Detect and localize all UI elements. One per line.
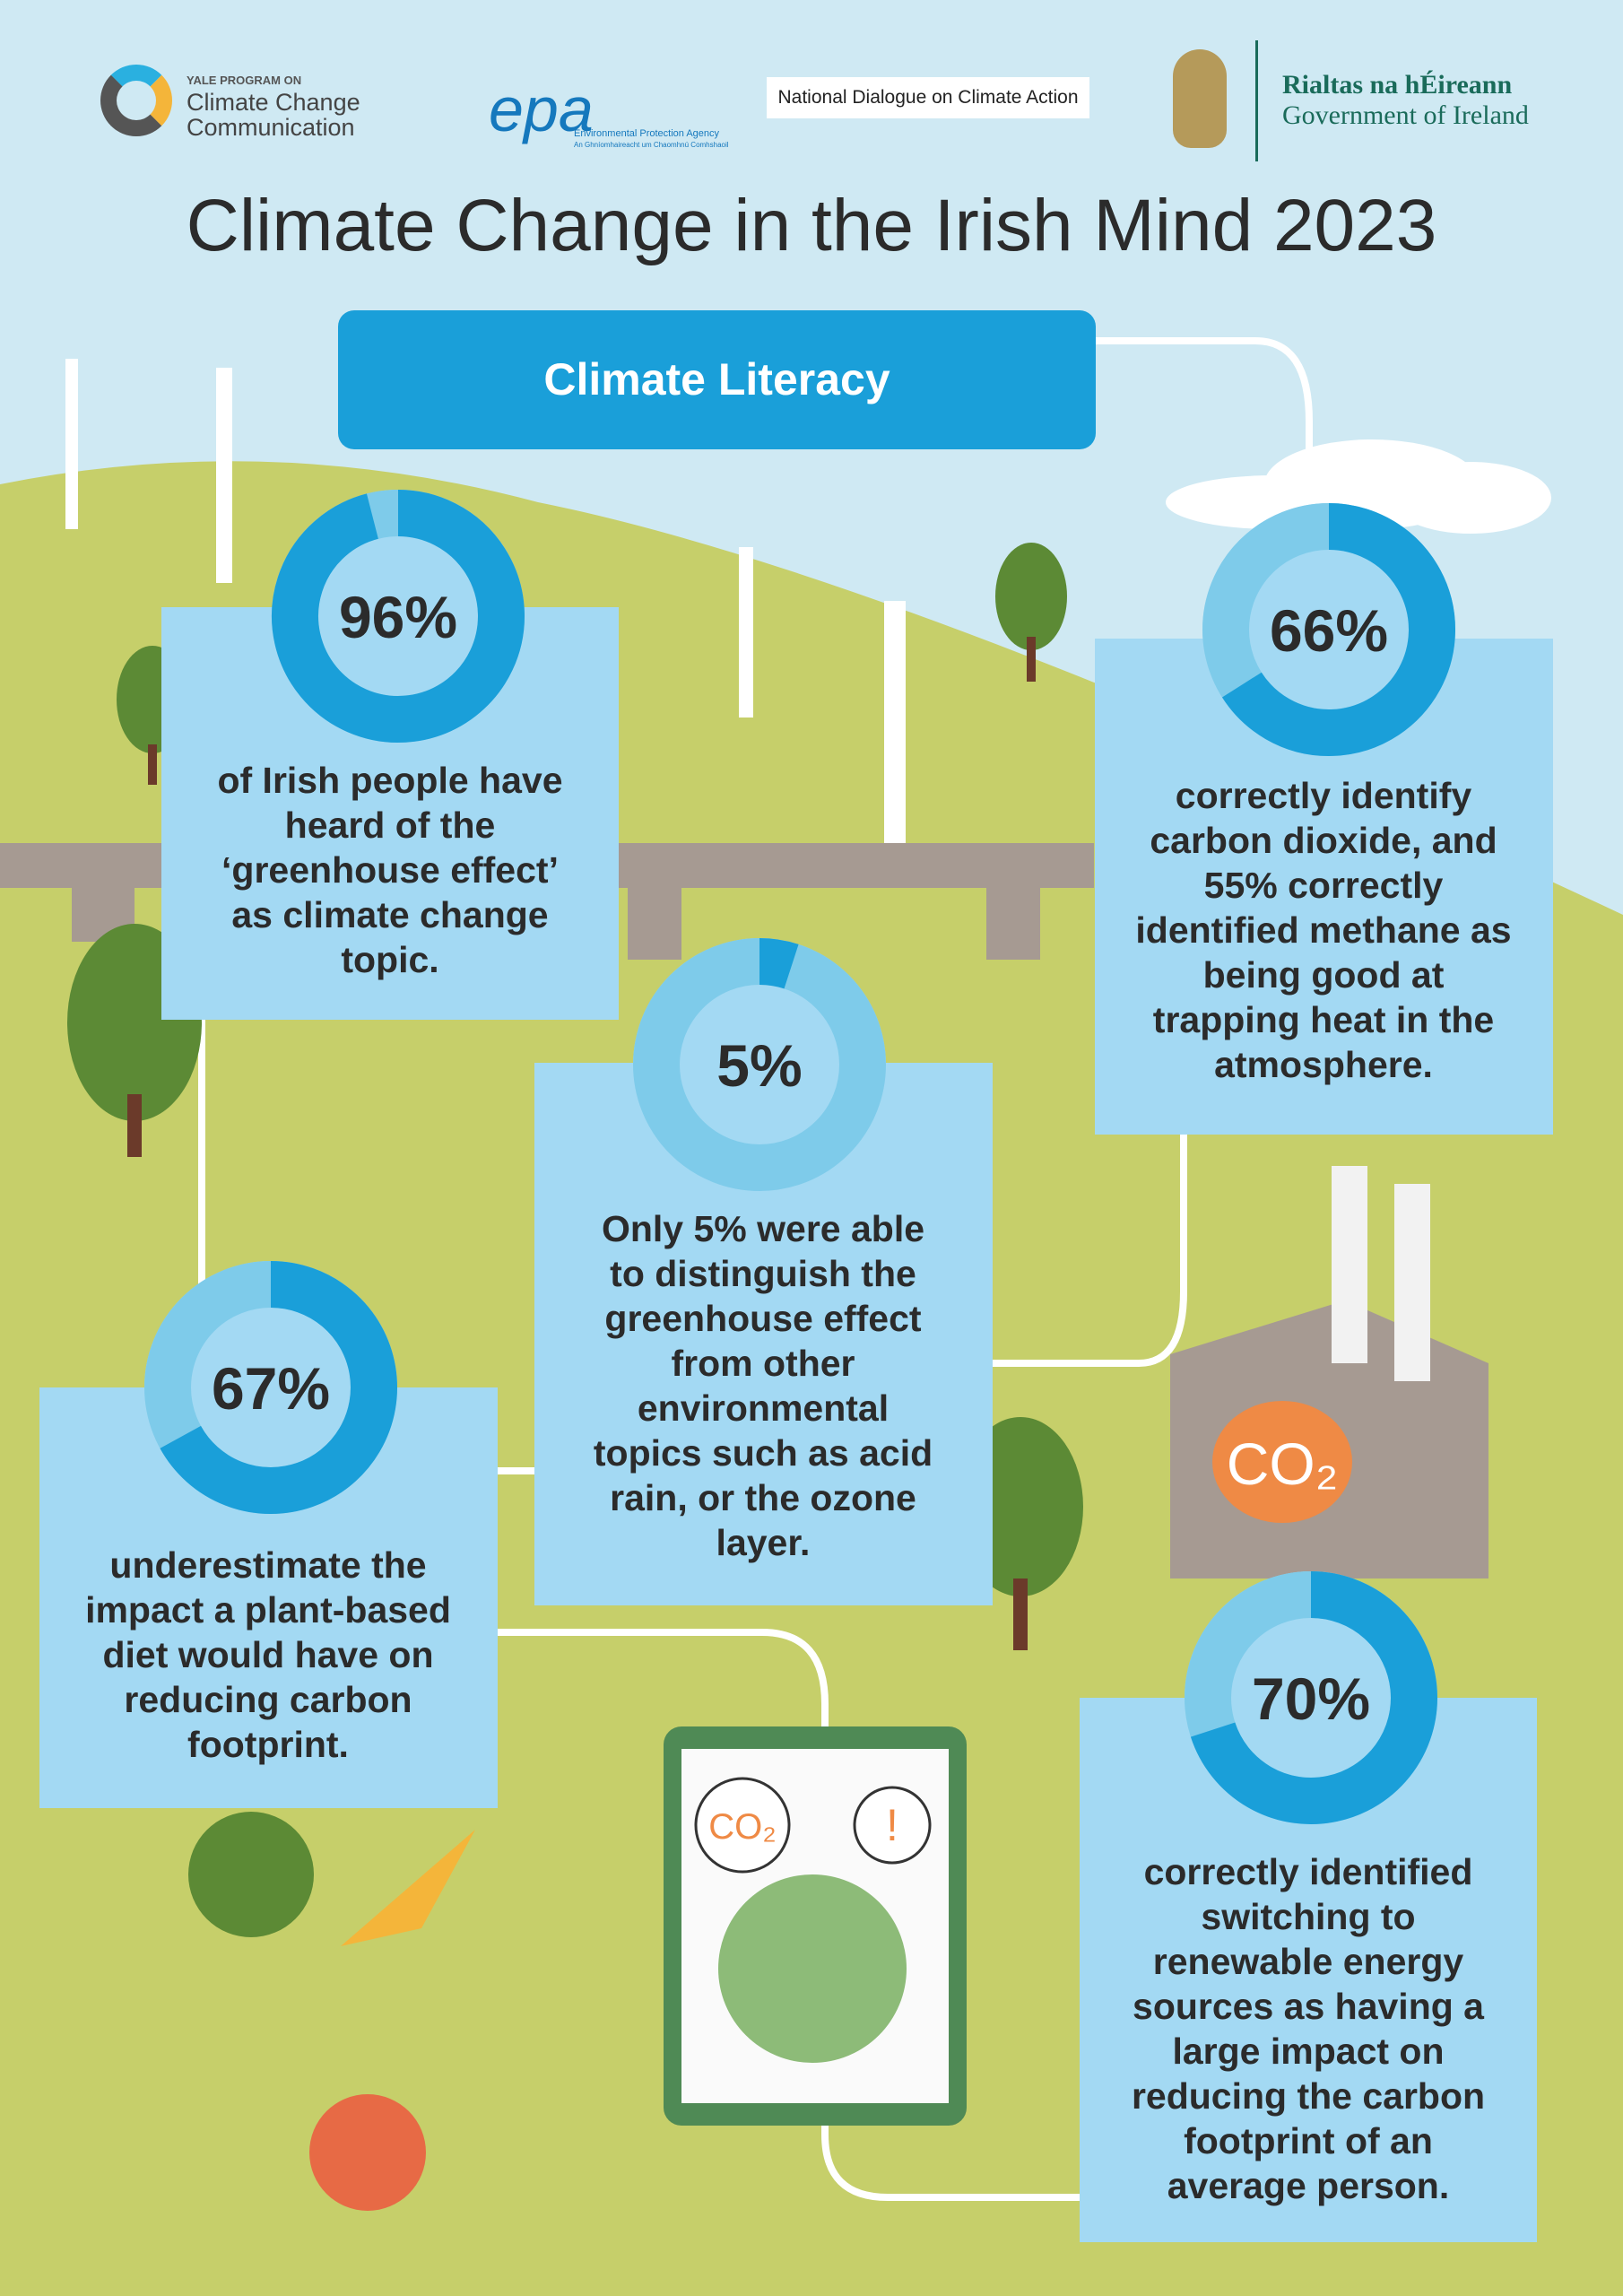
stat-value: 70% [1252, 1665, 1370, 1732]
wind-turbines [65, 359, 906, 843]
logo-text: epa [489, 74, 594, 144]
vegetables [188, 1812, 475, 2211]
section-title: Climate Literacy [338, 310, 1096, 449]
stat-text: underestimate the impact a plant-based d… [85, 1544, 451, 1765]
logo-text: YALE PROGRAM ON [187, 74, 302, 87]
harp-logo [1173, 49, 1227, 148]
stat-text: correctly identify carbon dioxide, and 5… [1135, 775, 1512, 1085]
alert-label: ! [886, 1800, 898, 1850]
co2-label: CO₂ [708, 1807, 777, 1847]
stat-value: 66% [1270, 597, 1388, 664]
co2-label: CO₂ [1227, 1431, 1339, 1497]
donut-arc [1221, 503, 1455, 756]
logo-text: Climate Change Communication [187, 89, 360, 141]
stat-value: 67% [212, 1355, 330, 1422]
donut-arc [160, 1261, 397, 1514]
logo-divider [1255, 40, 1258, 161]
clipboard [664, 1726, 967, 2126]
donut-arc [1190, 1571, 1437, 1824]
logo-text: Government of Ireland [1282, 100, 1529, 130]
page-title: Climate Change in the Irish Mind 2023 [186, 185, 1437, 266]
stat-text: of Irish people have heard of the ‘green… [217, 760, 563, 980]
logo-text: National Dialogue on Climate Action [767, 77, 1089, 118]
stat-value: 96% [339, 584, 457, 650]
factory [1170, 1166, 1488, 1578]
logo-text: Rialtas na hÉireann [1282, 70, 1513, 100]
donut-arc [759, 938, 799, 989]
stat-text: Only 5% were able to distinguish the gre… [593, 1208, 933, 1563]
donut-arc [272, 490, 525, 743]
logo-text: Environmental Protection Agency [574, 128, 720, 139]
stat-text: correctly identified switching to renewa… [1131, 1851, 1486, 2206]
yale-logo-mark [100, 65, 172, 136]
stat-value: 5% [716, 1032, 802, 1099]
logo-text: An Ghníomhaireacht um Chaomhnú Comhshaoi… [574, 141, 729, 149]
